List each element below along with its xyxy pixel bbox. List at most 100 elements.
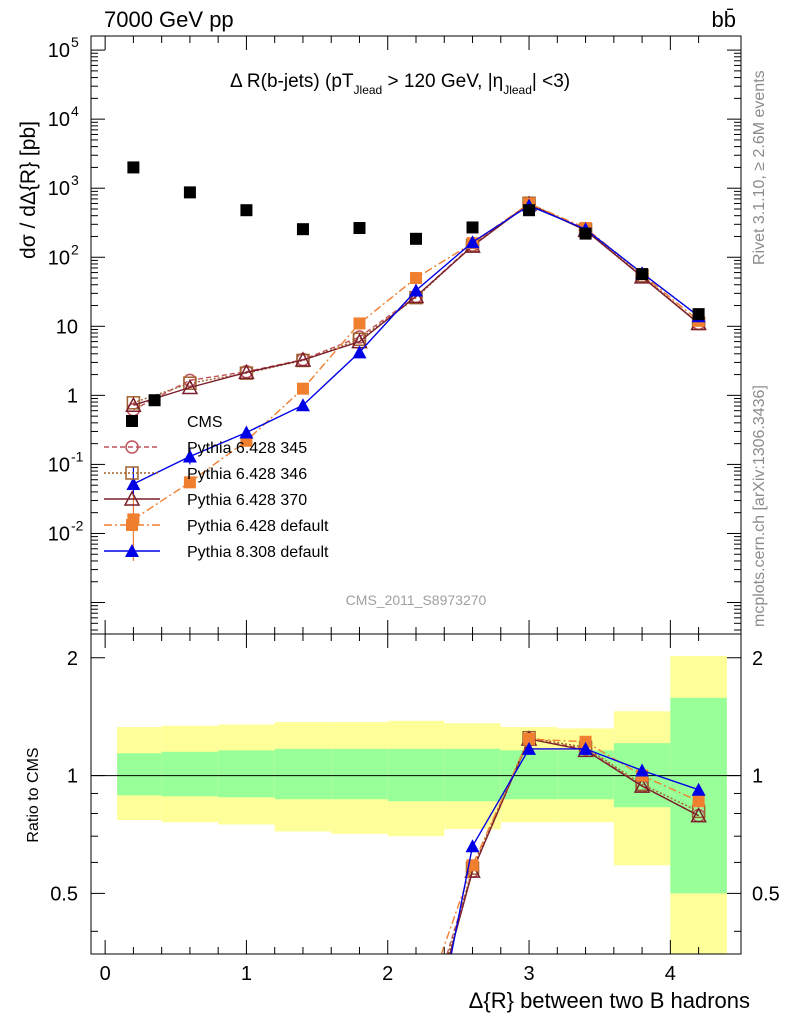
legend-label: Pythia 6.428 345 <box>187 440 307 457</box>
ratio-y-axis-label: Ratio to CMS <box>25 747 42 842</box>
ratio-plot-area <box>91 656 741 954</box>
data-point <box>127 161 140 174</box>
title-mid: > 120 GeV, |η <box>382 71 503 92</box>
legend-entry: Pythia 8.308 default <box>104 544 329 561</box>
ratio-point <box>690 807 707 823</box>
y-tick-exponent: 2 <box>71 241 79 257</box>
x-tick-label: 0 <box>100 963 111 985</box>
y-tick-label: 10 <box>48 40 70 62</box>
y-tick-label: 10 <box>48 247 70 269</box>
ratio-series-line <box>449 738 699 954</box>
data-point <box>465 235 480 249</box>
ratio-series-line <box>450 748 699 954</box>
data-point <box>353 317 366 330</box>
x-tick-label: 1 <box>241 963 252 985</box>
header-right: bb̄ <box>712 7 736 32</box>
data-point <box>183 376 197 390</box>
y-tick-label: 10 <box>48 109 70 131</box>
ratio-point <box>692 795 705 808</box>
legend-marker <box>126 415 138 427</box>
y-tick-label: 10 <box>56 316 78 338</box>
data-point <box>295 398 310 412</box>
x-tick-label: 4 <box>665 963 676 985</box>
title-end: | <3) <box>532 71 570 92</box>
data-point <box>238 363 255 380</box>
data-point <box>410 232 422 245</box>
data-point <box>125 396 142 412</box>
data-point <box>240 204 253 217</box>
ratio-point <box>465 839 480 853</box>
uncertainty-band-inner <box>331 748 388 800</box>
ratio-point <box>691 782 706 796</box>
uncertainty-band-inner <box>557 750 614 800</box>
uncertainty-band-inner <box>161 751 219 797</box>
data-point <box>296 382 309 395</box>
legend-entry: Pythia 6.428 370 <box>104 490 307 509</box>
y-tick-exponent: -2 <box>71 517 84 533</box>
uncertainty-band-inner <box>218 750 275 798</box>
data-point <box>181 378 199 395</box>
main-y-axis-label: dσ / dΔ{R} [pb] <box>17 121 40 259</box>
title-main: Δ R(b-jets) (pT <box>230 71 354 92</box>
legend-label: Pythia 6.428 default <box>187 518 329 535</box>
series-line-2 <box>133 202 700 404</box>
ratio-y-tick-label-left: 0.5 <box>50 883 78 905</box>
ratio-point <box>635 763 650 777</box>
data-point <box>692 308 705 321</box>
legend-entry: Pythia 6.428 346 <box>104 466 307 483</box>
ratio-point <box>578 741 593 755</box>
data-point <box>352 345 367 359</box>
legend-marker <box>123 490 141 506</box>
legend: CMS Pythia 6.428 345 Pythia 6.428 346 Pythi… <box>104 414 329 561</box>
uncertainty-band-inner <box>444 748 501 802</box>
data-point <box>148 394 161 407</box>
x-tick-label: 3 <box>523 963 534 985</box>
legend-marker <box>125 440 139 454</box>
ratio-y-tick-label-left: 2 <box>67 648 78 670</box>
x-axis-label: Δ{R} between two B hadrons <box>469 988 750 1013</box>
uncertainty-band-inner <box>387 748 445 802</box>
x-tick-label: 2 <box>382 963 393 985</box>
data-point <box>409 283 423 297</box>
ratio-point <box>633 777 651 793</box>
title-sub2: Jlead <box>503 83 532 97</box>
ratio-y-tick-label-right: 2 <box>752 648 763 670</box>
ratio-y-tick-label-left: 1 <box>67 766 78 788</box>
data-point <box>636 268 649 281</box>
legend-label: Pythia 8.308 default <box>187 544 329 561</box>
y-tick-exponent: 3 <box>71 172 79 188</box>
legend-marker <box>126 519 138 531</box>
ratio-y-tick-label-right: 1 <box>752 766 763 788</box>
ratio-point <box>522 741 537 755</box>
legend-label: CMS <box>187 414 223 431</box>
data-point <box>523 204 536 217</box>
analysis-label: CMS_2011_S8973270 <box>346 592 487 608</box>
legend-label: Pythia 6.428 346 <box>187 466 307 483</box>
data-point <box>239 425 254 439</box>
legend-entry: Pythia 6.428 345 <box>104 440 307 457</box>
main-plot-area <box>125 161 707 561</box>
data-point <box>410 272 422 285</box>
main-title: Δ R(b-jets) (pTJlead > 120 GeV, |ηJlead|… <box>230 71 570 97</box>
mcplots-label: mcplots.cern.ch [arXiv:1306.3436] <box>751 385 768 627</box>
ratio-y-tick-label-right: 0.5 <box>752 883 780 905</box>
uncertainty-band-inner <box>117 753 162 796</box>
legend-entry: CMS <box>126 414 223 431</box>
header-left: 7000 GeV pp <box>104 7 234 32</box>
y-tick-label: 10 <box>48 178 70 200</box>
ratio-panel: 0 1 2 3 4 0.5 0.5 1 1 2 2 Ratio to CMS Δ{R} betwee… <box>25 633 780 1013</box>
legend-marker <box>125 466 139 480</box>
title-sub1: Jlead <box>354 83 383 97</box>
y-tick-exponent: 5 <box>71 34 79 50</box>
data-point <box>183 186 196 199</box>
y-tick-label: 1 <box>67 385 78 407</box>
ratio-point <box>523 733 536 746</box>
ratio-series-line <box>440 738 699 954</box>
ratio-point <box>579 735 592 748</box>
y-tick-label: 10 <box>48 454 70 476</box>
data-point <box>353 222 366 235</box>
legend-label: Pythia 6.428 370 <box>187 492 307 509</box>
